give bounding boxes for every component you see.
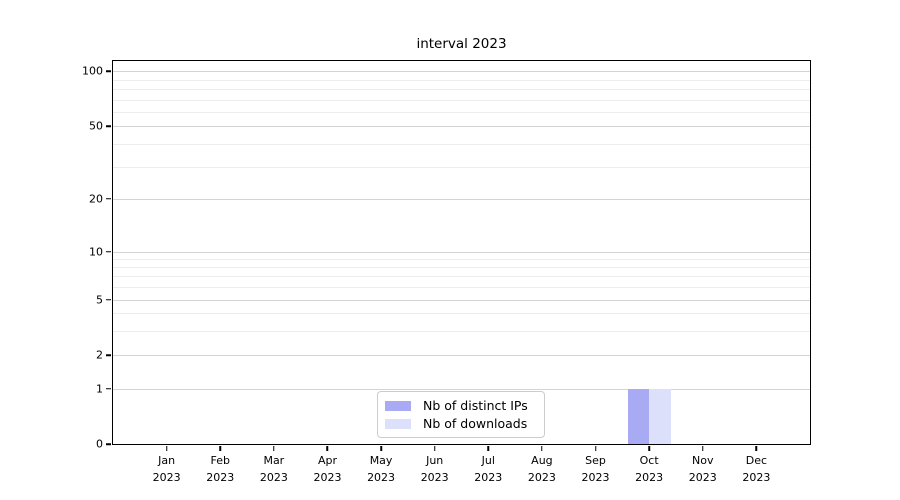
x-tick-year: 2023: [313, 470, 342, 484]
y-gridline-minor-3: [113, 330, 810, 332]
x-tick-month: Sep: [585, 454, 606, 467]
x-tick-year: 2023: [688, 470, 717, 484]
y-gridline-minor-70: [113, 99, 810, 101]
legend-label-distinct-ips: Nb of distinct IPs: [423, 398, 528, 413]
x-tick-mark-mar: [273, 446, 275, 451]
y-tick-mark-1: [106, 388, 111, 390]
x-tick-year: 2023: [635, 470, 664, 484]
x-tick-year: 2023: [742, 470, 771, 484]
y-tick-label-2: 2: [96, 348, 103, 362]
x-tick-mark-may: [380, 446, 382, 451]
y-tick-mark-20: [106, 198, 111, 200]
y-gridline-1: [113, 388, 810, 390]
y-tick-mark-10: [106, 250, 111, 253]
x-tick-month: Feb: [210, 454, 230, 467]
x-tick-year: 2023: [581, 470, 610, 484]
x-tick-mark-dec: [755, 446, 758, 451]
y-tick-mark-0: [106, 443, 111, 445]
legend: Nb of distinct IPs Nb of downloads: [377, 391, 545, 438]
x-tick-label-mar: Mar 2023: [260, 453, 288, 486]
y-tick-label-100: 100: [82, 64, 103, 78]
x-tick-month: Apr: [317, 454, 337, 467]
x-tick-label-apr: Apr 2023: [313, 453, 341, 486]
x-tick-year: 2023: [259, 470, 288, 484]
x-tick-year: 2023: [420, 470, 449, 484]
y-tick-label-1: 1: [96, 382, 103, 396]
plot-area: 0 1 2 5 10 20 50 100 Jan 2023 Feb 2023 Mar 2023 Apr 202…: [82, 60, 811, 484]
x-tick-mark-nov: [702, 446, 704, 451]
x-tick-mark-apr: [326, 446, 329, 451]
x-tick-month: Jun: [426, 454, 444, 467]
y-gridline-minor-4: [113, 313, 810, 315]
y-gridline-20: [113, 198, 810, 200]
x-tick-mark-jan: [165, 446, 168, 451]
x-tick-mark-jul: [487, 446, 490, 451]
bar-downloads-oct: [649, 388, 671, 444]
y-tick-label-10: 10: [89, 245, 103, 259]
x-tick-mark-sep: [594, 446, 597, 451]
y-tick-label-20: 20: [89, 192, 103, 206]
bar-distinct-ips-oct: [627, 388, 650, 444]
y-tick-mark-50: [106, 125, 111, 128]
y-gridline-minor-60: [113, 111, 810, 113]
y-gridline-100: [113, 71, 810, 73]
legend-swatch-distinct-ips: [385, 400, 411, 411]
y-gridline-minor-90: [113, 79, 810, 81]
x-tick-mark-feb: [219, 446, 221, 451]
x-tick-month: Aug: [531, 454, 553, 467]
y-gridline-minor-80: [113, 89, 810, 91]
y-tick-label-50: 50: [89, 119, 103, 133]
y-tick-mark-2: [106, 354, 111, 356]
y-tick-label-5: 5: [96, 293, 103, 307]
x-tick-month: Mar: [263, 454, 285, 467]
y-gridline-minor-30: [113, 166, 810, 168]
y-tick-mark-5: [106, 299, 111, 301]
x-tick-month: Jan: [158, 454, 176, 467]
y-tick-label-0: 0: [96, 437, 103, 451]
x-tick-year: 2023: [474, 470, 503, 484]
y-gridline-2: [113, 355, 810, 357]
x-tick-label-feb: Feb 2023: [206, 453, 234, 486]
x-tick-year: 2023: [206, 470, 235, 484]
legend-swatch-downloads: [385, 418, 411, 429]
x-tick-month: Nov: [692, 454, 714, 467]
x-tick-label-oct: Oct 2023: [635, 453, 663, 486]
x-tick-year: 2023: [152, 470, 181, 484]
x-tick-label-jan: Jan 2023: [153, 453, 181, 486]
x-tick-month: Oct: [639, 454, 659, 467]
x-tick-month: Dec: [745, 454, 768, 467]
y-gridline-10: [113, 251, 810, 253]
x-tick-label-jul: Jul 2023: [474, 453, 502, 486]
x-tick-mark-aug: [541, 446, 543, 451]
y-gridline-5: [113, 299, 810, 301]
y-gridline-minor-9: [113, 258, 810, 260]
x-tick-label-dec: Dec 2023: [742, 453, 770, 486]
x-tick-label-jun: Jun 2023: [421, 453, 449, 486]
x-tick-label-nov: Nov 2023: [689, 453, 717, 486]
x-tick-label-sep: Sep 2023: [582, 453, 610, 486]
x-tick-label-may: May 2023: [367, 453, 395, 486]
x-tick-year: 2023: [527, 470, 556, 484]
x-tick-month: Jul: [481, 454, 495, 467]
x-tick-year: 2023: [367, 470, 396, 484]
y-gridline-minor-8: [113, 267, 810, 269]
x-tick-mark-oct: [648, 446, 650, 451]
x-tick-label-aug: Aug 2023: [528, 453, 556, 486]
y-gridline-50: [113, 126, 810, 128]
legend-item-downloads: Nb of downloads: [385, 416, 536, 431]
x-tick-month: May: [369, 454, 393, 467]
y-tick-mark-100: [106, 70, 111, 73]
legend-label-downloads: Nb of downloads: [423, 416, 528, 431]
y-gridline-minor-7: [113, 276, 810, 278]
chart-title: interval 2023: [416, 36, 507, 52]
x-tick-mark-jun: [433, 446, 436, 451]
legend-item-distinct-ips: Nb of distinct IPs: [385, 398, 536, 413]
y-gridline-minor-6: [113, 287, 810, 289]
y-gridline-minor-40: [113, 144, 810, 146]
